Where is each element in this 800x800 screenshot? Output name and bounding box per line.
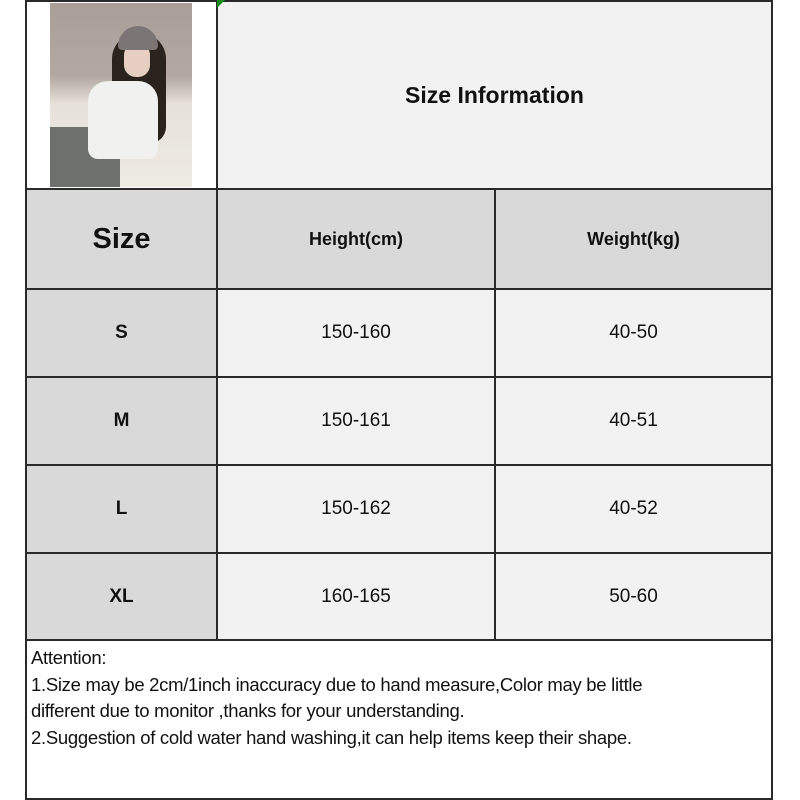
notes-line: 1.Size may be 2cm/1inch inaccuracy due t…: [31, 673, 643, 695]
size-value: M: [113, 410, 130, 431]
table-row-size: L: [25, 464, 218, 554]
height-value: 150-162: [321, 498, 391, 519]
weight-value: 50-60: [609, 585, 658, 607]
header-size-label: Size: [92, 222, 151, 255]
weight-value: 40-52: [609, 498, 658, 519]
header-weight-label: Weight(kg): [587, 228, 680, 249]
size-value: S: [115, 322, 128, 343]
notes-heading: Attention:: [31, 647, 107, 668]
table-row-size: XL: [25, 552, 218, 641]
height-value: 150-160: [321, 322, 391, 343]
cell-marker-icon: [217, 0, 225, 8]
table-row-weight: 50-60: [494, 552, 773, 641]
size-value: L: [115, 498, 128, 519]
size-value: XL: [109, 585, 134, 607]
table-row-size: S: [25, 288, 218, 378]
height-value: 150-161: [321, 410, 391, 431]
header-height: Height(cm): [216, 188, 496, 290]
table-row-size: M: [25, 376, 218, 466]
title-cell: Size Information: [216, 0, 773, 190]
notes-line: different due to monitor ,thanks for you…: [31, 700, 465, 721]
weight-value: 40-50: [609, 322, 658, 343]
notes-line: 2.Suggestion of cold water hand washing,…: [31, 726, 632, 748]
weight-value: 40-51: [609, 410, 658, 431]
table-row-height: 160-165: [216, 552, 496, 641]
table-row-height: 150-161: [216, 376, 496, 466]
attention-notes: Attention: 1.Size may be 2cm/1inch inacc…: [25, 639, 773, 800]
product-photo: [50, 3, 192, 187]
table-row-height: 150-160: [216, 288, 496, 378]
table-row-height: 150-162: [216, 464, 496, 554]
page-title: Size Information: [405, 81, 584, 108]
table-row-weight: 40-50: [494, 288, 773, 378]
height-value: 160-165: [321, 585, 391, 607]
header-height-label: Height(cm): [309, 228, 403, 249]
table-row-weight: 40-51: [494, 376, 773, 466]
header-weight: Weight(kg): [494, 188, 773, 290]
table-row-weight: 40-52: [494, 464, 773, 554]
header-size: Size: [25, 188, 218, 290]
